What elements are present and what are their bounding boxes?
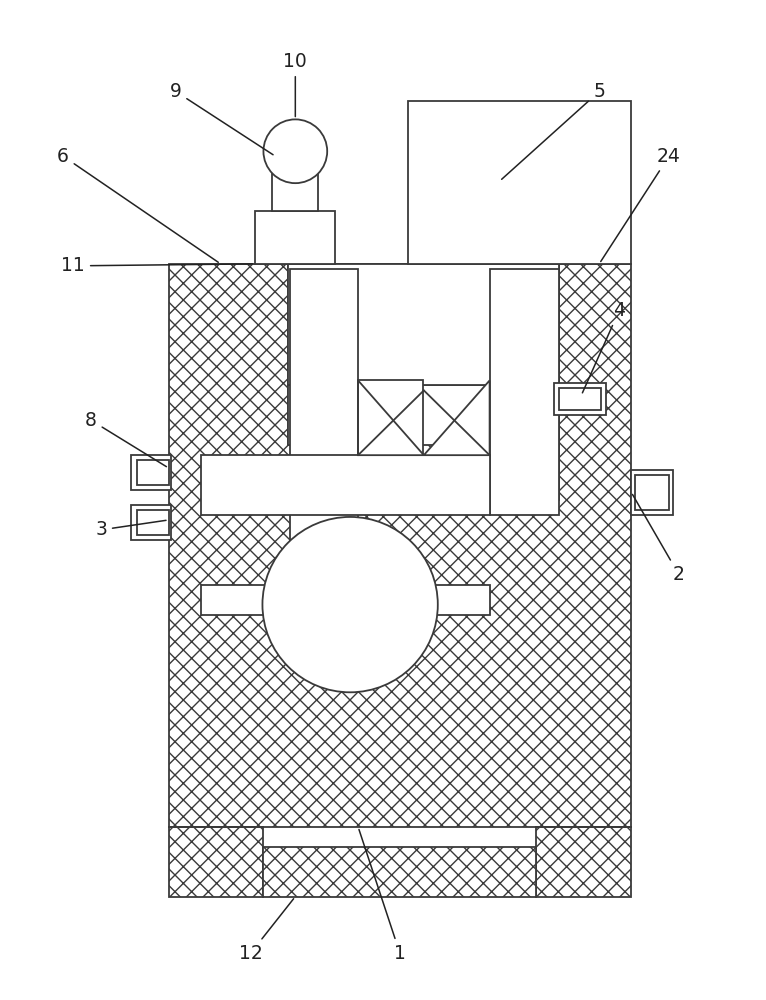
Bar [201,455,489,515]
Circle shape [263,517,438,692]
Bar [256,211,336,264]
Text: 11: 11 [61,256,253,275]
Bar [288,264,358,445]
Bar [330,540,378,679]
Bar [408,101,631,264]
Bar [631,470,673,515]
Bar [201,585,489,615]
Text: 6: 6 [57,147,218,262]
Text: 3: 3 [95,520,166,539]
Text: 4: 4 [582,301,625,393]
Text: 10: 10 [283,52,307,117]
Bar [489,269,559,515]
Text: 2: 2 [633,494,685,584]
Bar [288,264,559,385]
Bar [137,510,169,535]
Bar [555,383,606,415]
Bar [358,380,423,455]
Polygon shape [358,380,424,455]
Bar [288,385,559,445]
Bar [290,269,358,540]
Bar [330,580,378,620]
Bar [264,847,536,897]
Text: 1: 1 [359,829,406,963]
Bar [635,475,669,510]
Bar [137,460,169,485]
Text: 8: 8 [85,411,166,467]
Bar [273,174,318,211]
Text: 9: 9 [170,82,273,155]
Polygon shape [424,380,489,455]
Circle shape [264,119,327,183]
Text: 24: 24 [601,147,681,262]
Bar [559,388,601,410]
Bar [488,264,559,500]
Bar [131,455,171,490]
Bar [169,264,631,827]
Bar [536,827,631,897]
Bar [169,827,264,897]
Text: 12: 12 [238,899,293,963]
Bar [131,505,171,540]
Text: 5: 5 [502,82,605,179]
